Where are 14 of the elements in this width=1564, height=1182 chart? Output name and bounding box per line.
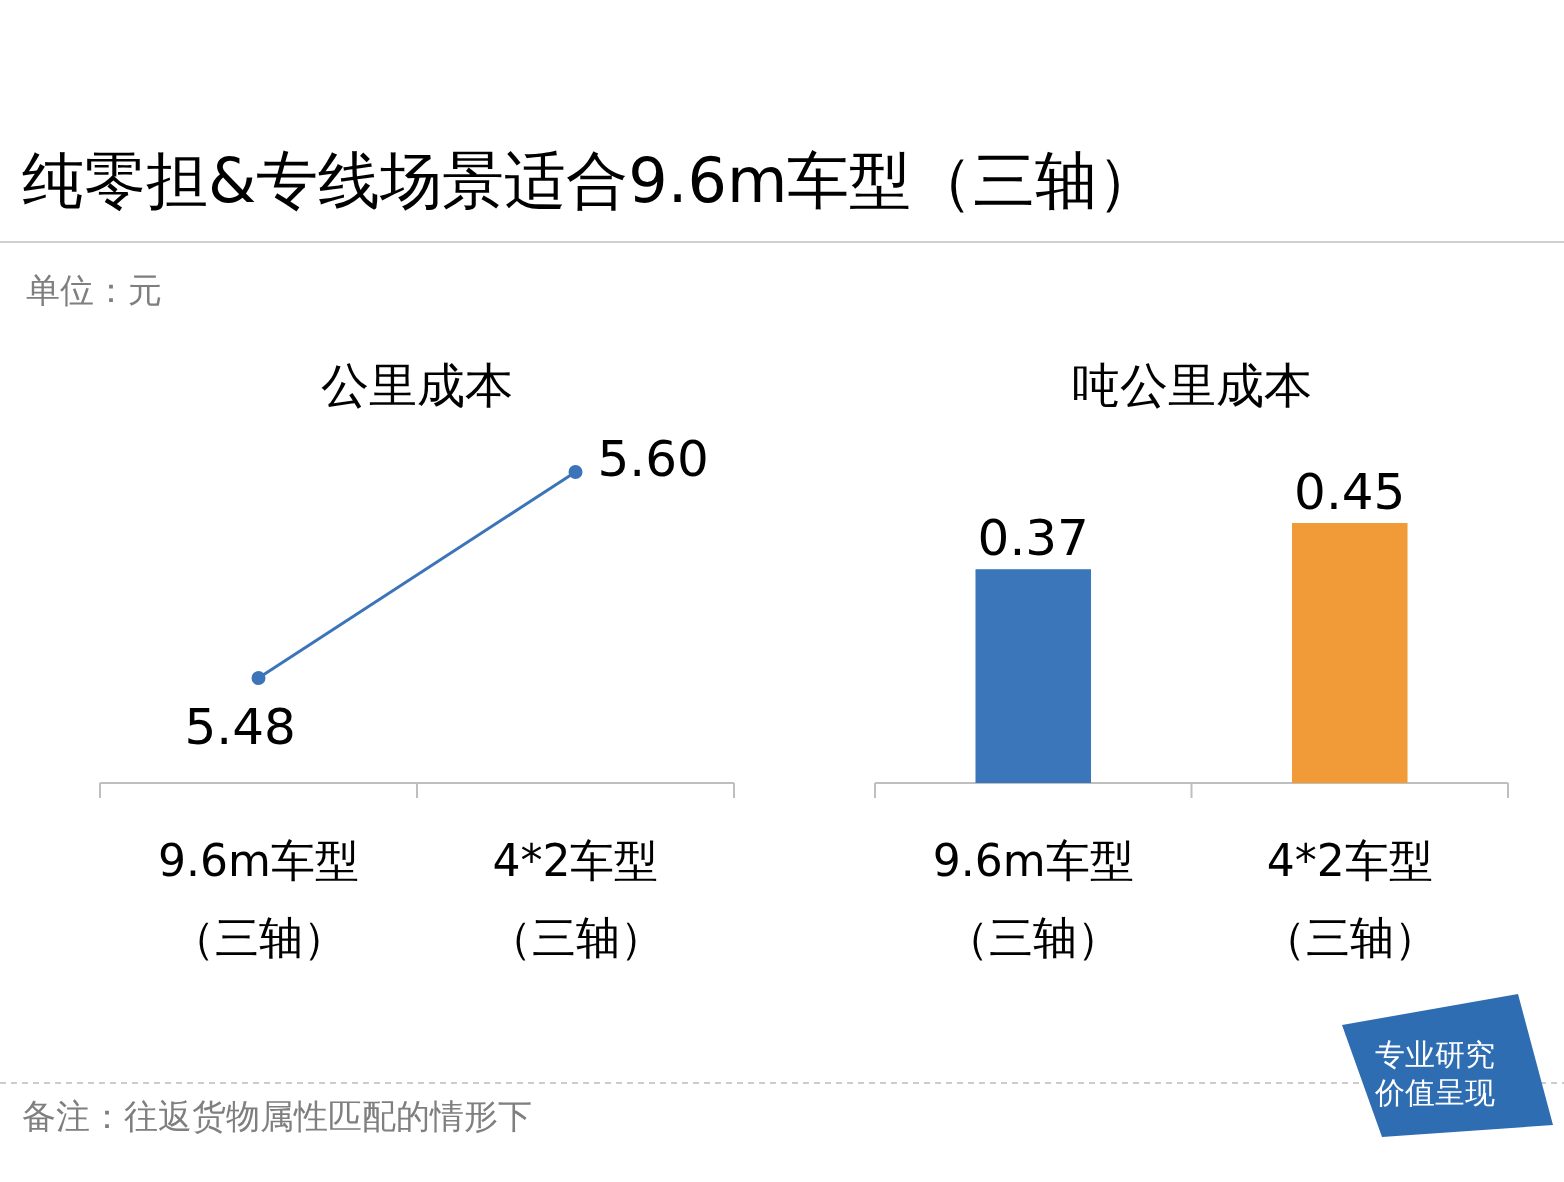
data-label: 5.48 [184, 698, 296, 757]
x-tick-label: 4*2车型（三轴） [487, 835, 664, 963]
data-label: 0.37 [977, 509, 1089, 568]
text: 单位：元 [26, 270, 162, 310]
data-label: 5.60 [597, 429, 709, 488]
chart-title: 公里成本 [321, 357, 513, 413]
chart-title: 吨公里成本 [1071, 357, 1312, 413]
data-label: 0.45 [1294, 463, 1406, 521]
text: 专业研究价值呈现 [1374, 1037, 1495, 1110]
x-tick-label: 9.6m车型（三轴） [158, 835, 359, 963]
text: 纯零担&专线场景适合9.6m车型（三轴） [22, 144, 1160, 217]
text: 备注：往返货物属性匹配的情形下 [22, 1096, 532, 1136]
x-tick-label: 4*2车型（三轴） [1261, 835, 1438, 963]
x-tick-label: 9.6m车型（三轴） [932, 835, 1134, 963]
